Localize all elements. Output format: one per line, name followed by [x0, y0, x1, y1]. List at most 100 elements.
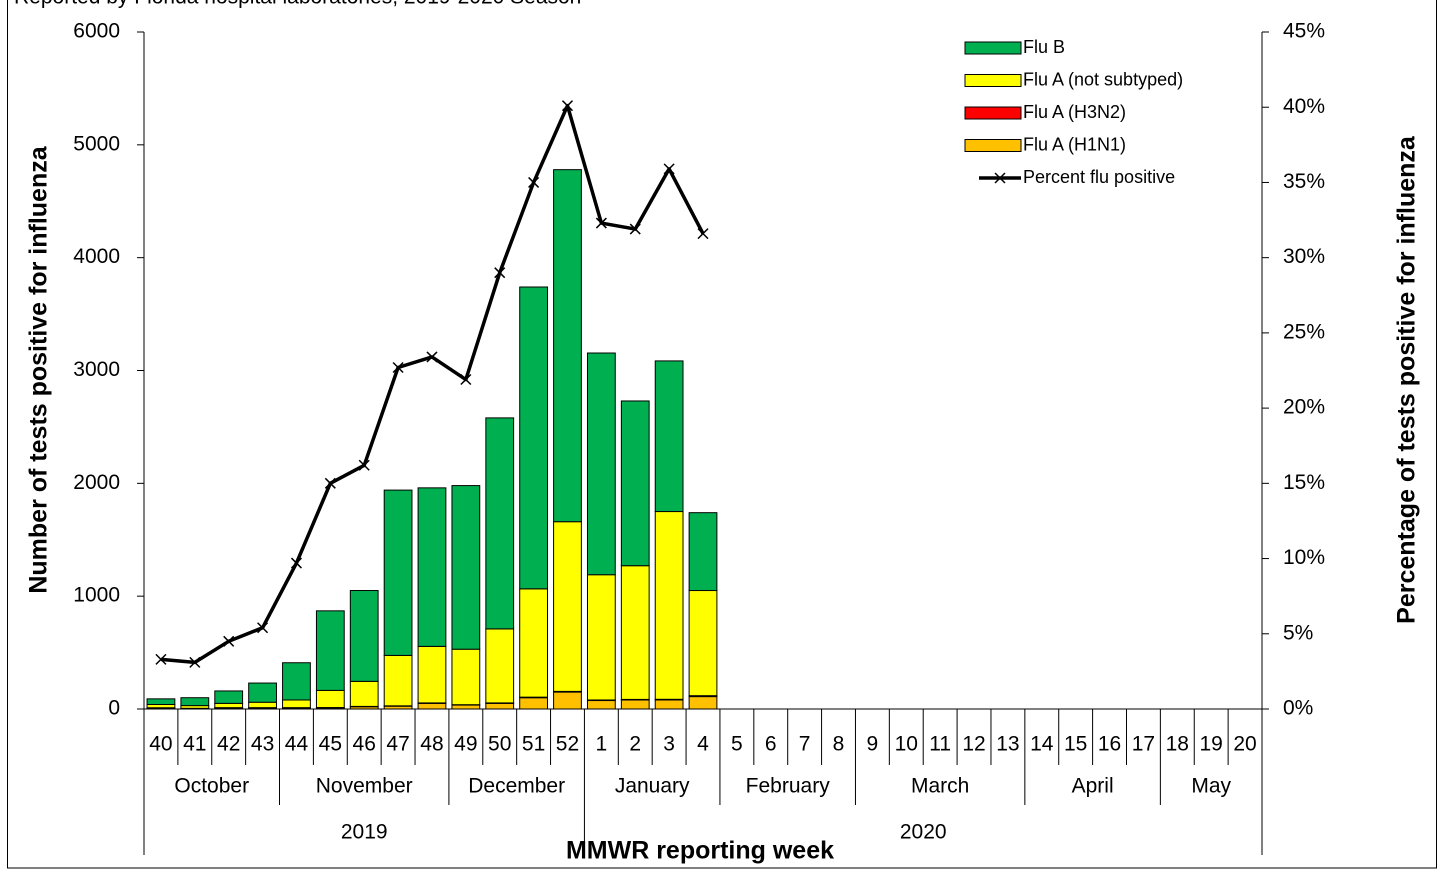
y2-tick-label: 20% — [1283, 396, 1325, 419]
x-tick-label: 50 — [488, 733, 511, 756]
x-tick-label: 6 — [765, 733, 777, 756]
y2-tick-label: 30% — [1283, 245, 1325, 268]
x-tick-label: 42 — [217, 733, 240, 756]
line-marker — [223, 635, 235, 647]
bar-segment — [417, 645, 447, 704]
bar-segment — [485, 628, 515, 704]
month-label: December — [468, 775, 565, 798]
line-marker — [595, 217, 607, 229]
bar-segment — [315, 689, 345, 709]
bar-segment — [553, 169, 582, 523]
line-marker — [426, 351, 438, 363]
bar-segment — [485, 417, 515, 630]
x-tick-label: 44 — [285, 733, 309, 756]
line-marker — [494, 267, 506, 279]
bar-segment — [485, 702, 515, 710]
bar-segment — [282, 699, 311, 709]
x-tick-label: 3 — [663, 733, 675, 756]
y2-tick-label: 40% — [1283, 95, 1325, 118]
bar-segment — [417, 702, 447, 710]
bar-segment — [688, 590, 718, 697]
x-tick-label: 20 — [1233, 733, 1256, 756]
x-tick-label: 4 — [697, 733, 709, 756]
bar-segment — [417, 487, 447, 647]
x-tick-label: 1 — [596, 733, 608, 756]
bar-segment — [654, 699, 684, 710]
legend-swatch — [964, 139, 1022, 152]
x-tick-label: 17 — [1132, 733, 1155, 756]
y-tick-label: 2000 — [73, 471, 120, 494]
year-label: 2020 — [900, 821, 947, 844]
legend-label: Percent flu positive — [1023, 167, 1175, 187]
x-tick-label: 52 — [556, 733, 579, 756]
bar-segment — [620, 699, 650, 710]
bar-segment — [519, 697, 548, 710]
legend-label: Flu B — [1023, 37, 1065, 57]
bar-segment — [315, 610, 345, 691]
bar-segment — [586, 700, 616, 710]
line-marker — [392, 361, 404, 374]
x-tick-label: 2 — [629, 733, 641, 756]
y2-tick-label: 35% — [1283, 170, 1325, 193]
bar-segment — [282, 662, 311, 701]
bar-segment — [654, 511, 684, 700]
y2-tick-label: 0% — [1283, 697, 1313, 720]
bar-segment — [451, 648, 481, 706]
line-marker — [460, 373, 472, 386]
y-tick-label: 4000 — [73, 245, 120, 268]
subtitle: Reported by Florida hospital laboratorie… — [14, 0, 581, 9]
bar-segment — [553, 691, 582, 710]
legend-label: Flu A (H1N1) — [1023, 134, 1126, 154]
bar-segment — [586, 574, 616, 701]
x-tick-label: 47 — [386, 733, 409, 756]
bar-segment — [383, 489, 413, 656]
bar-segment — [383, 654, 413, 707]
line-marker — [528, 176, 540, 188]
x-tick-label: 41 — [183, 733, 206, 756]
line-marker — [189, 656, 201, 668]
bar-segment — [620, 565, 650, 700]
bar-segment — [349, 680, 379, 707]
bar-segment — [519, 286, 548, 590]
legend-swatch — [964, 41, 1022, 55]
month-label: November — [316, 775, 413, 798]
y-axis-title: Number of tests positive for influenza — [25, 145, 53, 593]
month-label: October — [174, 775, 249, 798]
legend-marker — [994, 172, 1006, 184]
x-tick-label: 8 — [833, 733, 845, 756]
bar-segment — [180, 697, 210, 707]
bar-segment — [349, 590, 379, 682]
bar-segment — [451, 704, 481, 710]
x-tick-label: 13 — [996, 733, 1019, 756]
line-marker — [629, 223, 641, 235]
x-tick-label: 51 — [522, 733, 545, 756]
x-tick-label: 5 — [731, 733, 743, 756]
y-tick-label: 0 — [108, 697, 120, 720]
frame — [7, 0, 1437, 869]
bar-segment — [519, 588, 548, 698]
y-tick-label: 5000 — [73, 132, 120, 155]
x-tick-label: 15 — [1064, 733, 1087, 756]
month-label: April — [1072, 775, 1114, 798]
line-marker — [358, 459, 370, 471]
x-tick-label: 19 — [1200, 733, 1223, 756]
x-tick-label: 45 — [319, 733, 342, 756]
x-tick-label: 10 — [895, 733, 918, 756]
y2-tick-label: 10% — [1283, 546, 1325, 569]
bar-segment — [553, 521, 582, 692]
legend-swatch — [964, 106, 1022, 120]
bar-segment — [214, 690, 244, 704]
month-label: February — [746, 775, 831, 798]
bar-segment — [248, 701, 277, 709]
x-tick-label: 16 — [1098, 733, 1121, 756]
legend-swatch — [964, 74, 1022, 87]
month-label: March — [911, 775, 969, 798]
x-tick-label: 40 — [149, 733, 172, 756]
month-label: May — [1191, 775, 1231, 798]
month-label: January — [615, 775, 690, 798]
bar-segment — [451, 485, 481, 650]
y-tick-label: 3000 — [73, 358, 120, 381]
x-tick-label: 43 — [251, 733, 274, 756]
x-axis-title: MMWR reporting week — [566, 837, 834, 865]
